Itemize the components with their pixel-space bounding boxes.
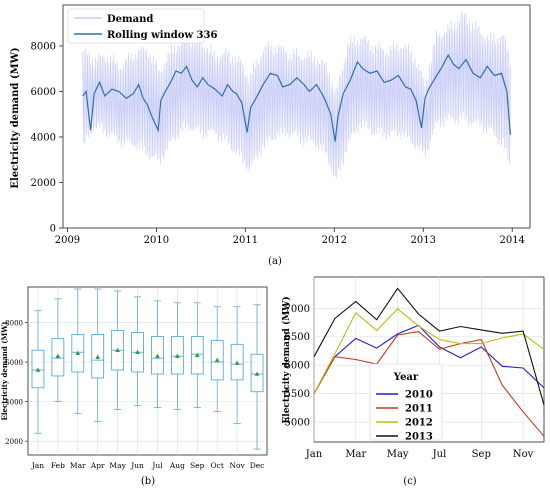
mean-marker bbox=[55, 353, 61, 358]
panel-b-xtick-label: Feb bbox=[51, 461, 65, 470]
mean-marker bbox=[135, 349, 140, 355]
panel-b-xtick-label: Nov bbox=[229, 461, 245, 470]
panel-c-ytick-label: 6500 bbox=[285, 332, 310, 343]
mean-marker bbox=[35, 367, 41, 372]
panel-c-ytick-label: 5500 bbox=[285, 389, 310, 400]
panel-b-xtick-label: Jan bbox=[31, 461, 44, 470]
box-oct bbox=[210, 306, 224, 412]
panel-c-legend-title: Year bbox=[393, 372, 419, 383]
series-2011-line bbox=[313, 331, 545, 437]
legend-2013-label: 2013 bbox=[405, 432, 433, 443]
series-2012-line bbox=[313, 308, 545, 394]
panel-b-frame bbox=[27, 286, 268, 456]
panel-c-yearly-monthly-lines: Jan Mar May Jul Sep Nov 5000 5500 6000 6500 7000 E… bbox=[281, 276, 545, 487]
panel-a-demand-timeseries: 2009 2010 2011 2012 2013 2014 0 2000 4000 6000 800… bbox=[10, 4, 531, 267]
panel-a-xtick-label: 2010 bbox=[144, 235, 169, 246]
series-2013-line bbox=[313, 287, 545, 406]
panel-c-legend-items: 2010 2011 2012 2013 bbox=[376, 390, 433, 443]
panel-c-ylabel: Electricity demand (MW) bbox=[281, 296, 292, 423]
panel-b-xtick-label: Aug bbox=[169, 461, 185, 470]
panel-a-axes: 2009 2010 2011 2012 2013 2014 0 2000 4000 6000 800… bbox=[31, 41, 525, 246]
mean-marker bbox=[95, 354, 101, 359]
mean-marker bbox=[194, 352, 200, 357]
series-2010-line bbox=[313, 324, 545, 394]
box-jul bbox=[151, 300, 164, 408]
panel-c-legend-box bbox=[369, 363, 443, 441]
panel-a-xtick-label: 2009 bbox=[55, 235, 80, 246]
panel-c-xtick-label: May bbox=[387, 449, 409, 460]
panel-a-xtick-label: 2011 bbox=[233, 235, 258, 246]
rolling-window-line bbox=[82, 53, 511, 142]
panel-b-ytick-label: 2000 bbox=[5, 438, 23, 446]
box-jan bbox=[31, 310, 45, 434]
panel-c-legend: Year 2010 2011 2012 2013 bbox=[369, 363, 443, 443]
panel-a-ytick-label: 4000 bbox=[31, 132, 56, 143]
box-sep bbox=[190, 302, 204, 408]
panel-b-ytick-label: 8000 bbox=[5, 320, 23, 328]
panel-b-xtick-label: Sep bbox=[190, 461, 205, 470]
panel-a-rolling-series bbox=[82, 53, 511, 142]
box-mar bbox=[71, 288, 85, 414]
panel-a-ytick-label: 0 bbox=[50, 224, 56, 235]
mean-marker bbox=[115, 347, 121, 353]
panel-c-xtick-label: Jan bbox=[305, 449, 323, 460]
panel-c-label: (c) bbox=[403, 476, 417, 487]
panel-c-ytick-label: 7000 bbox=[285, 304, 310, 315]
panel-b-ylabel: Electricity demand (MW) bbox=[0, 322, 9, 421]
panel-b-label: (b) bbox=[141, 476, 155, 487]
legend-rolling-label: Rolling window 336 bbox=[107, 30, 217, 41]
mean-marker bbox=[174, 353, 180, 358]
legend-demand-label: Demand bbox=[107, 14, 153, 25]
panel-c-xtick-label: Sep bbox=[472, 449, 491, 460]
legend-2012-label: 2012 bbox=[405, 418, 433, 429]
panel-c-axes: Jan Mar May Jul Sep Nov 5000 5500 6000 6500 7000 bbox=[285, 304, 534, 460]
panel-b-xtick-label: Apr bbox=[90, 461, 105, 470]
mean-marker bbox=[155, 353, 160, 358]
legend-2010-label: 2010 bbox=[405, 390, 433, 401]
panel-b-xtick-label: Mar bbox=[70, 461, 86, 470]
panel-c-xtick-label: Nov bbox=[513, 449, 534, 460]
panel-b-axes: 2000 4000 6000 8000 Jan Feb Mar Apr May Jun Jul Aug… bbox=[5, 320, 264, 470]
panel-b-ytick-label: 4000 bbox=[5, 399, 23, 407]
box-may bbox=[111, 290, 125, 410]
panel-b-xtick-label: May bbox=[109, 461, 126, 470]
panel-b-xtick-label: Jun bbox=[130, 461, 144, 470]
demand-line bbox=[82, 11, 511, 179]
panel-c-ytick-label: 5000 bbox=[285, 418, 310, 429]
box-aug bbox=[170, 302, 184, 410]
mean-marker bbox=[234, 360, 240, 365]
panel-b-ytick-label: 6000 bbox=[5, 359, 23, 367]
panel-b-xtick-label: Oct bbox=[211, 461, 224, 470]
panel-a-xtick-label: 2012 bbox=[322, 235, 347, 246]
panel-a-ytick-label: 6000 bbox=[31, 87, 56, 98]
panel-c-xtick-label: Mar bbox=[345, 449, 366, 460]
box-nov bbox=[230, 306, 244, 424]
panel-c-ytick-label: 6000 bbox=[285, 361, 310, 372]
box-feb bbox=[51, 298, 65, 402]
panel-a-ytick-label: 8000 bbox=[31, 41, 56, 52]
panel-b-xtick-label: Dec bbox=[250, 461, 265, 470]
panel-b-monthly-boxplot: 2000 4000 6000 8000 Jan Feb Mar Apr May Jun Jul Aug… bbox=[0, 286, 268, 487]
panel-a-demand-series bbox=[82, 11, 511, 179]
mean-marker bbox=[254, 371, 260, 376]
panel-a-legend: Demand Rolling window 336 bbox=[67, 8, 217, 44]
panel-c-lines bbox=[313, 287, 545, 437]
panel-c-xtick-label: Jul bbox=[432, 449, 447, 460]
mean-marker bbox=[214, 357, 220, 362]
mean-marker bbox=[75, 350, 81, 356]
panel-b-boxes bbox=[31, 288, 264, 450]
panel-a-xtick-label: 2014 bbox=[499, 235, 524, 246]
panel-a-xtick-label: 2013 bbox=[411, 235, 436, 246]
box-jun bbox=[131, 296, 144, 406]
legend-2011-label: 2011 bbox=[405, 404, 433, 415]
box-apr bbox=[91, 288, 105, 422]
panel-a-ylabel: Electricity demand (MW) bbox=[10, 47, 21, 188]
box-dec bbox=[250, 304, 264, 450]
panel-a-label: (a) bbox=[268, 256, 282, 267]
panel-b-xtick-label: Jul bbox=[151, 461, 163, 470]
panel-a-ytick-label: 2000 bbox=[31, 178, 56, 189]
